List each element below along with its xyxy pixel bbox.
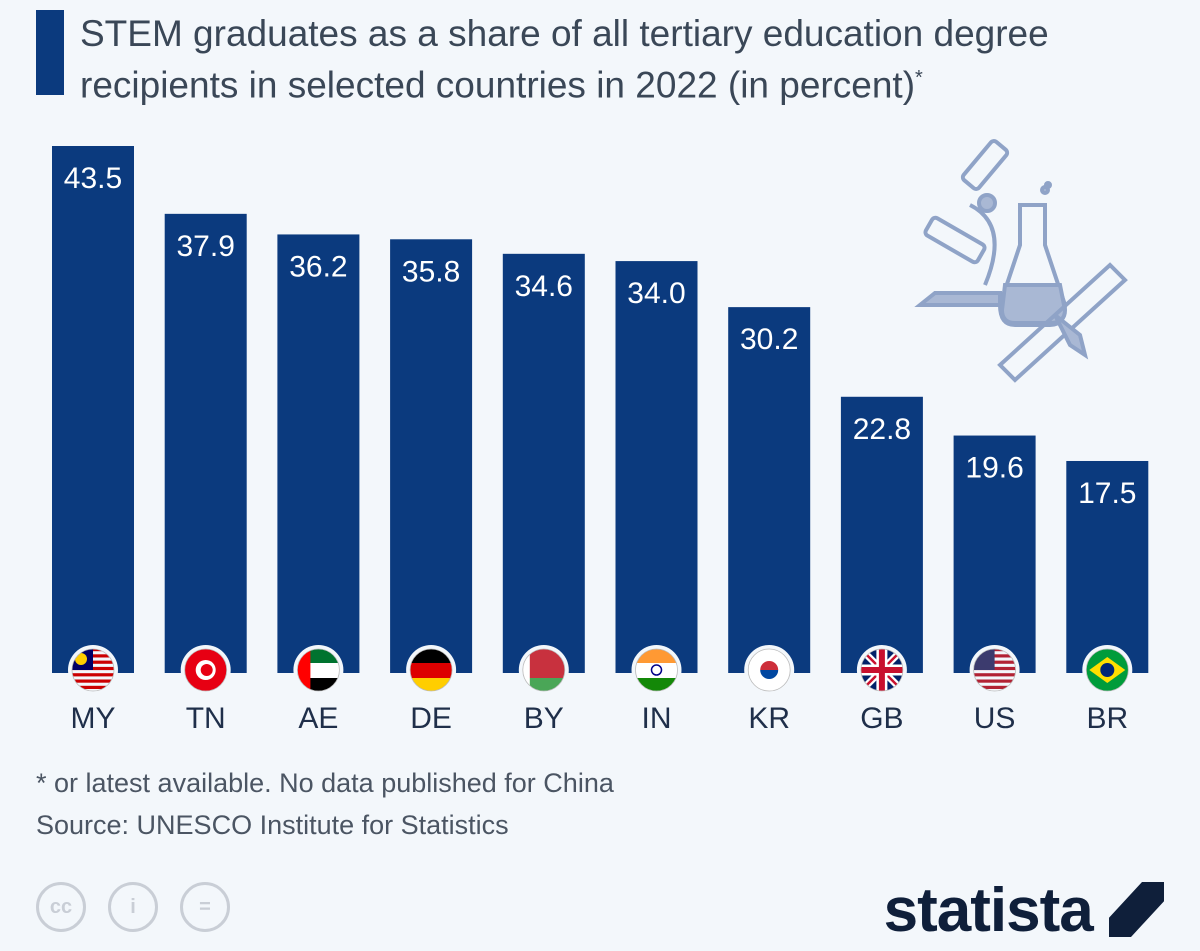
data-label-BY: 34.6 <box>515 270 573 303</box>
microscope-flask-diploma-illustration <box>914 139 1128 383</box>
bar-IN <box>615 261 698 673</box>
no-derivatives-icon[interactable]: = <box>180 882 230 932</box>
statista-logo[interactable]: statista <box>884 875 1164 946</box>
bar-GB <box>840 396 923 673</box>
chart-title: STEM graduates as a share of all tertiar… <box>80 13 1049 106</box>
data-label-MY: 43.5 <box>64 162 122 195</box>
statista-logo-mark-icon <box>1109 882 1164 937</box>
category-label-GB: GB <box>860 702 903 735</box>
data-label-AE: 36.2 <box>289 250 347 283</box>
data-label-TN: 37.9 <box>177 230 235 263</box>
flag-MY-icon <box>68 645 118 695</box>
cc-icon[interactable]: cc <box>36 882 86 932</box>
data-label-IN: 34.0 <box>627 277 685 310</box>
flag-BR-icon <box>1082 645 1133 695</box>
category-label-TN: TN <box>186 702 226 735</box>
category-label-IN: IN <box>642 702 672 735</box>
data-label-KR: 30.2 <box>740 323 798 356</box>
footnote: * or latest available. No data published… <box>36 768 614 798</box>
flag-DE-icon <box>406 645 457 695</box>
bar-BR <box>1066 460 1149 673</box>
flag-BY-icon <box>518 645 569 695</box>
flag-KR-icon <box>744 645 795 695</box>
category-label-BY: BY <box>524 702 564 735</box>
flag-GB-icon <box>856 645 907 695</box>
category-label-BR: BR <box>1086 702 1128 735</box>
category-label-KR: KR <box>748 702 790 735</box>
attribution-icon[interactable]: i <box>108 882 158 932</box>
category-label-US: US <box>974 702 1016 735</box>
data-label-GB: 22.8 <box>853 413 911 446</box>
data-label-DE: 35.8 <box>402 255 460 288</box>
bar-TN <box>164 213 247 673</box>
flag-AE-icon <box>293 645 344 695</box>
category-label-MY: MY <box>71 702 116 735</box>
bar-AE <box>277 234 360 673</box>
source-note: Source: UNESCO Institute for Statistics <box>36 810 509 840</box>
flag-US-icon <box>969 645 1020 695</box>
bar-US <box>953 435 1036 673</box>
category-label-DE: DE <box>410 702 452 735</box>
bar-MY <box>52 146 134 673</box>
flag-IN-icon <box>631 645 682 695</box>
bar-BY <box>502 253 585 673</box>
bar-KR <box>728 307 811 673</box>
flag-TN-icon <box>180 645 231 695</box>
data-label-BR: 17.5 <box>1078 477 1136 510</box>
bar-DE <box>390 239 473 673</box>
title-accent-bar <box>36 10 64 95</box>
category-label-AE: AE <box>298 702 338 735</box>
data-label-US: 19.6 <box>965 452 1023 485</box>
bar-chart: 43.5 MY 37.9 TN 36.2 AE 35.8 DE 34.6 BY 34.0 IN 30.2… <box>52 139 1149 735</box>
